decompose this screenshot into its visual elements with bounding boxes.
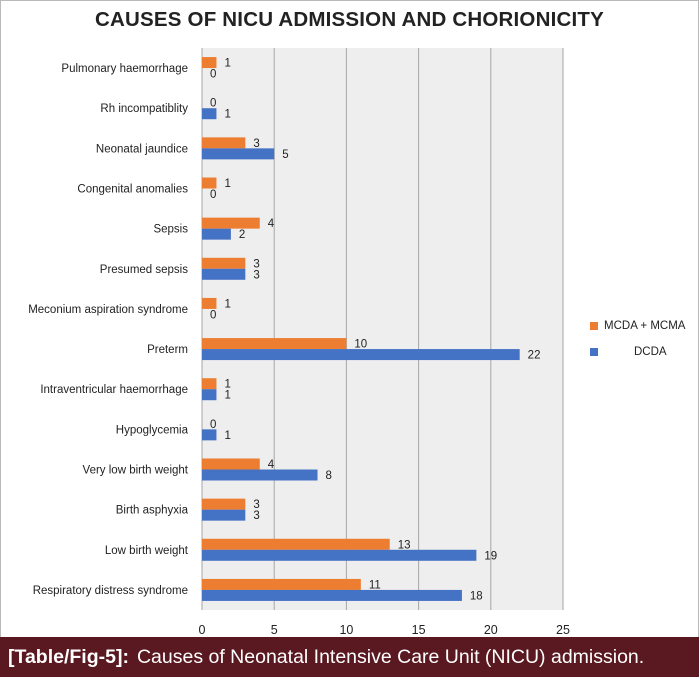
data-label-dcda: 5 [282,149,288,161]
data-label-dcda: 0 [210,309,216,321]
data-label-mcda: 1 [224,178,230,190]
category-label: Presumed sepsis [100,264,188,276]
figure-caption: [Table/Fig-5]: Causes of Neonatal Intens… [0,637,699,677]
bar-dcda [202,389,217,401]
data-label-dcda: 1 [224,109,230,121]
bar-dcda [202,108,217,120]
bar-dcda [202,589,462,601]
legend-label-dcda: DCDA [634,346,667,358]
category-label: Neonatal jaundice [96,143,188,155]
category-label: Very low birth weight [83,465,189,477]
data-label-dcda: 3 [253,510,259,522]
category-label: Hypoglycemia [116,424,189,436]
bar-dcda [202,268,246,280]
bar-mcda [202,57,217,69]
data-label-mcda: 1 [224,298,230,310]
legend-label-mcda: MCDA + MCMA [604,320,686,332]
data-label-mcda: 11 [369,579,381,591]
data-label-dcda: 2 [239,229,245,241]
plot-background [202,48,563,610]
data-label-mcda: 3 [253,499,259,511]
x-tick-label: 15 [412,623,426,637]
bar-mcda [202,137,246,149]
data-label-dcda: 0 [210,189,216,201]
data-label-dcda: 1 [224,390,230,402]
bar-dcda [202,509,246,521]
caption-text: Causes of Neonatal Intensive Care Unit (… [136,645,645,668]
category-label: Rh incompatiblity [100,103,188,115]
data-label-dcda: 3 [253,269,259,281]
bar-dcda [202,429,217,441]
bar-mcda [202,217,260,229]
data-label-mcda: 3 [253,258,259,270]
bar-dcda [202,349,520,361]
data-label-dcda: 0 [210,69,216,81]
legend-swatch-mcda [590,322,598,330]
bar-mcda [202,458,260,470]
category-label: Low birth weight [105,545,189,557]
data-label-mcda: 3 [253,138,259,150]
x-tick-label: 20 [484,623,498,637]
bar-mcda [202,498,246,510]
x-tick-label: 10 [339,623,353,637]
bar-mcda [202,297,217,309]
bar-mcda [202,257,246,269]
data-label-mcda: 10 [354,339,367,351]
bar-dcda [202,549,477,561]
category-label: Respiratory distress syndrome [33,585,188,597]
bar-mcda [202,578,361,590]
category-label: Sepsis [153,224,188,236]
bar-dcda [202,228,231,240]
x-tick-label: 25 [556,623,570,637]
chart-title: CAUSES OF NICU ADMISSION AND CHORIONICIT… [95,8,604,31]
data-label-mcda: 0 [210,419,216,431]
legend-swatch-dcda [590,348,598,356]
data-label-dcda: 19 [484,550,497,562]
bar-dcda [202,469,318,481]
category-label: Pulmonary haemorrhage [61,63,188,75]
bar-mcda [202,177,217,189]
bar-mcda [202,338,347,350]
data-label-dcda: 1 [224,430,230,442]
data-label-mcda: 4 [268,459,275,471]
bar-dcda [202,148,275,160]
caption-tag: [Table/Fig-5]: [8,645,129,668]
data-label-mcda: 1 [224,58,230,70]
category-label: Birth asphyxia [116,505,189,517]
data-label-mcda: 1 [224,379,230,391]
data-label-dcda: 8 [326,470,332,482]
data-label-dcda: 22 [528,350,541,362]
category-label: Congenital anomalies [77,184,188,196]
data-label-mcda: 4 [268,218,275,230]
legend-item-mcda: MCDA + MCMA [590,320,685,332]
category-label: Preterm [147,344,188,356]
x-tick-label: 5 [271,623,278,637]
data-label-mcda: 0 [210,98,216,110]
bar-mcda [202,538,390,550]
x-tick-label: 0 [199,623,206,637]
legend-item-dcda: DCDA [590,346,667,358]
data-label-dcda: 18 [470,590,483,602]
bar-mcda [202,378,217,390]
data-label-mcda: 13 [398,539,411,551]
category-label: Intraventricular haemorrhage [40,384,188,396]
category-label: Meconium aspiration syndrome [28,304,188,316]
